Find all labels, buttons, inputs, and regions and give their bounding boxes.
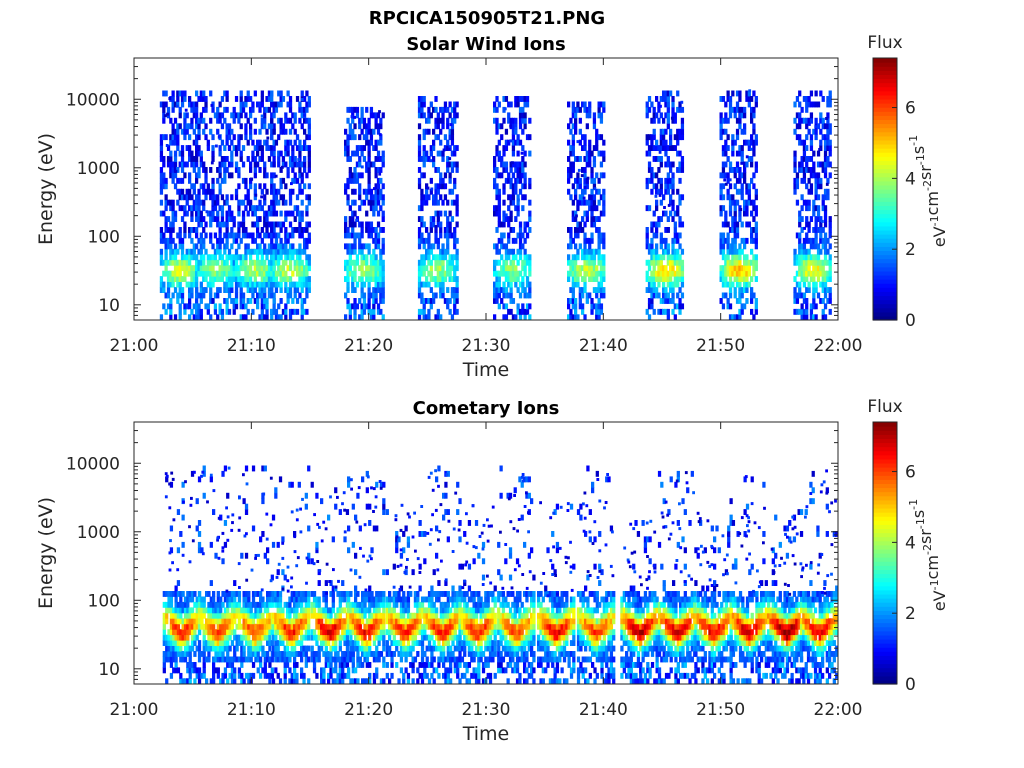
x-tick-label: 21:30: [462, 700, 511, 720]
solar-wind-panel: Solar Wind Ions 21:00 21:10 21:20 21:30 21:40…: [35, 33, 949, 381]
colorbar-tick-label: 4: [905, 533, 916, 553]
y-tick-label: 100: [88, 227, 120, 247]
x-tick-label: 21:00: [110, 336, 159, 356]
colorbar-tick-label: 6: [905, 463, 916, 483]
y-tick-label: 10: [98, 296, 120, 316]
spectrogram-image: [162, 465, 838, 684]
colorbar: 0 2 4 6 Flux eV-1cm-2sr-1s-1: [867, 33, 949, 331]
colorbar-tick-label: 2: [905, 240, 916, 260]
x-tick-label: 22:00: [814, 336, 863, 356]
x-axis-label: Time: [462, 359, 510, 381]
colorbar-title: Flux: [867, 33, 902, 53]
y-tick-label: 10000: [66, 90, 120, 110]
colorbar-title: Flux: [867, 397, 902, 417]
y-tick-label: 10000: [66, 454, 120, 474]
x-tick-label: 21:10: [227, 336, 276, 356]
x-axis-label: Time: [462, 723, 510, 745]
x-tick-label: 21:50: [696, 700, 745, 720]
colorbar-tick-label: 6: [905, 99, 916, 119]
x-tick-label: 21:00: [110, 700, 159, 720]
spectrogram-image: [159, 89, 832, 320]
y-tick-label: 100: [88, 591, 120, 611]
x-tick-label: 21:50: [696, 336, 745, 356]
figure-title: RPCICA150905T21.PNG: [369, 8, 605, 29]
x-tick-label: 21:40: [579, 700, 628, 720]
colorbar-tick-label: 2: [905, 604, 916, 624]
panel-title: Solar Wind Ions: [406, 34, 565, 55]
y-tick-label: 10: [98, 660, 120, 680]
colorbar-tick-label: 4: [905, 169, 916, 189]
colorbar-tick-label: 0: [905, 675, 916, 695]
colorbar-label: eV-1cm-2sr-1s-1: [907, 499, 949, 611]
y-axis-label: Energy (eV): [35, 133, 57, 245]
x-tick-label: 22:00: [814, 700, 863, 720]
colorbar-tick-label: 0: [905, 311, 916, 331]
x-tick-label: 21:20: [344, 700, 393, 720]
x-tick-label: 21:40: [579, 336, 628, 356]
y-tick-label: 1000: [77, 159, 120, 179]
x-tick-label: 21:10: [227, 700, 276, 720]
x-tick-label: 21:20: [344, 336, 393, 356]
colorbar: 0 2 4 6 Flux eV-1cm-2sr-1s-1: [867, 397, 949, 695]
y-axis-label: Energy (eV): [35, 497, 57, 609]
y-tick-label: 1000: [77, 523, 120, 543]
x-tick-label: 21:30: [462, 336, 511, 356]
panel-title: Cometary Ions: [413, 398, 560, 419]
colorbar-label: eV-1cm-2sr-1s-1: [907, 135, 949, 247]
